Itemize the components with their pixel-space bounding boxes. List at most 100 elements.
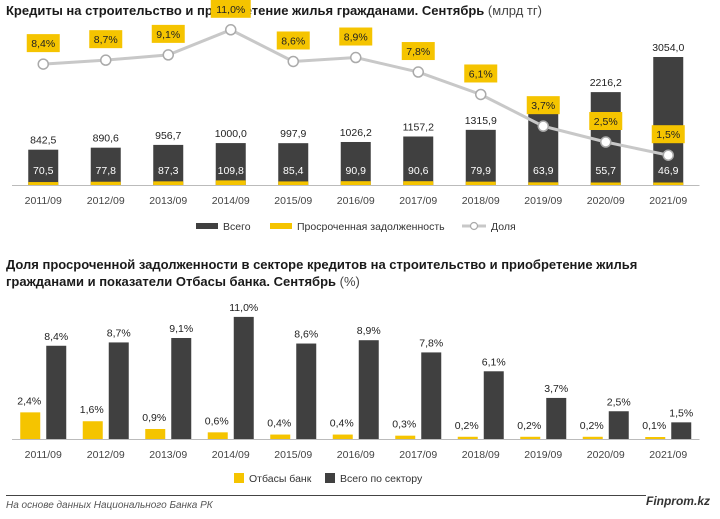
chart2-bar-otbasy [82,421,103,439]
chart1-tick-label: 2020/09 [587,195,625,207]
chart1-bar-overdue [340,181,371,185]
chart1-bar-overdue [90,181,121,185]
chart2-bar-otbasy [457,436,478,439]
chart2-bar-sector [421,352,442,439]
chart1-share-label: 8,6% [281,35,305,47]
chart2-label-sector: 2,5% [607,396,631,408]
chart1-share-label-box [526,96,560,115]
chart2-tick-label: 2012/09 [87,449,125,461]
chart1-tick-label: 2013/09 [149,195,187,207]
chart1-bar-overdue [528,182,559,185]
chart2-unit: (%) [339,274,360,289]
chart1-tick-label: 2019/09 [524,195,562,207]
chart1-share-label: 2,5% [594,116,618,128]
chart1-label-overdue: 70,5 [33,165,54,177]
chart2-tick-label: 2011/09 [25,449,62,461]
chart2-legend-sector: Всего по сектору [340,473,423,485]
chart1-label-overdue: 55,7 [596,165,617,177]
chart2-bar-otbasy [20,412,41,439]
chart1-share-label-box [589,112,623,130]
chart1-label-overdue: 87,3 [158,165,179,177]
chart1-share-label: 1,5% [656,129,680,141]
chart1-share-label: 8,9% [344,32,368,44]
chart1-share-label-box [651,125,685,144]
chart2-tick-label: 2015/09 [274,449,312,461]
chart2-bar-sector [46,345,67,439]
chart2-label-otbasy: 1,6% [80,404,104,416]
chart1-share-label: 8,7% [94,34,118,46]
chart2-tick-label: 2019/09 [524,449,562,461]
chart1-bar-overdue [153,181,184,185]
chart2-bar-sector [171,337,192,439]
chart2-label-sector: 1,5% [669,407,693,419]
chart1-tick-label: 2017/09 [399,195,437,207]
chart1-bar-overdue [465,181,496,185]
chart1-label-overdue: 90,6 [408,165,429,177]
chart2-label-otbasy: 0,3% [392,419,416,431]
chart2-legend-swatch-sector [325,473,335,483]
chart2-bar-sector [296,343,317,439]
chart1-legend-swatch-overdue [270,223,292,229]
chart1-bar-overdue [215,180,246,185]
chart1-label-overdue: 79,9 [471,165,492,177]
chart1-share-label-box [464,64,498,83]
chart1-bar-overdue [403,181,434,185]
chart2-label-otbasy: 0,2% [580,420,604,432]
chart1-share-label: 8,4% [31,38,55,50]
chart2-bar-otbasy [207,432,228,439]
chart2-label-sector: 3,7% [544,383,568,395]
chart1-bar-total [28,149,59,185]
chart2-bar-otbasy [645,437,666,439]
chart2-label-otbasy: 0,9% [142,412,166,424]
chart2-label-otbasy: 0,4% [330,418,354,430]
chart2-label-otbasy: 0,2% [517,420,541,432]
chart1-label-total: 890,6 [93,133,119,145]
chart1-label-total: 3054,0 [652,42,684,54]
chart1-share-point [100,54,112,66]
chart2-bar-sector [358,340,379,439]
chart1-bar-overdue [278,181,309,185]
chart1-share-point [537,120,549,132]
chart1-bar-total [465,129,496,185]
chart2-bar-sector [608,411,629,439]
chart1-share-label-box [276,31,310,50]
chart2-label-otbasy: 0,2% [455,420,479,432]
chart1-share-label-box [89,30,123,49]
chart1-bar-total [653,57,684,185]
chart2-bar-sector [233,316,254,439]
chart1-label-overdue: 63,9 [533,165,554,177]
chart2-label-sector: 7,8% [419,337,443,349]
chart2-bar-otbasy [520,436,541,439]
chart1-label-total: 1026,2 [340,127,372,139]
chart2-tick-label: 2018/09 [462,449,500,461]
chart1-legend-share: Доля [491,221,516,233]
chart1-legend-overdue: Просроченная задолженность [297,221,445,233]
footer-divider [6,495,646,496]
chart1-bar-total [340,141,371,185]
chart2-label-otbasy: 2,4% [17,395,41,407]
chart1-tick-label: 2012/09 [87,195,125,207]
chart1-label-overdue: 77,8 [96,165,117,177]
chart1-label-total: 1315,9 [465,115,497,127]
chart1-legend-swatch-total [196,223,218,229]
chart2-svg: 2,4% 8,4% 2011/09 1,6% 8,7% 2012/09 0,9% 9,1% 20… [12,302,700,485]
chart1-label-overdue: 109,8 [218,165,244,177]
chart1-tick-label: 2021/09 [649,195,687,207]
chart2-label-sector: 8,9% [357,325,381,337]
chart1-share-label: 7,8% [406,46,430,58]
chart1-unit: (млрд тг) [487,3,542,18]
chart2-bar-sector [671,422,692,439]
chart2-bar-otbasy [145,429,166,439]
chart1-share-point [287,55,299,68]
brand-logo: Finprom.kz [645,494,710,508]
chart1-label-overdue: 85,4 [283,165,304,177]
source-note: На основе данных Национального Банка РК [6,500,213,511]
chart2-label-sector: 9,1% [169,323,193,335]
chart1-share-label: 11,0% [216,4,245,16]
chart1-share-point [350,51,362,64]
chart1-share-label-box [401,42,435,61]
chart1-share-label-box [151,24,185,43]
chart1-label-overdue: 46,9 [658,165,679,177]
chart1-tick-label: 2011/09 [25,195,62,207]
chart1-share-point [475,88,487,101]
